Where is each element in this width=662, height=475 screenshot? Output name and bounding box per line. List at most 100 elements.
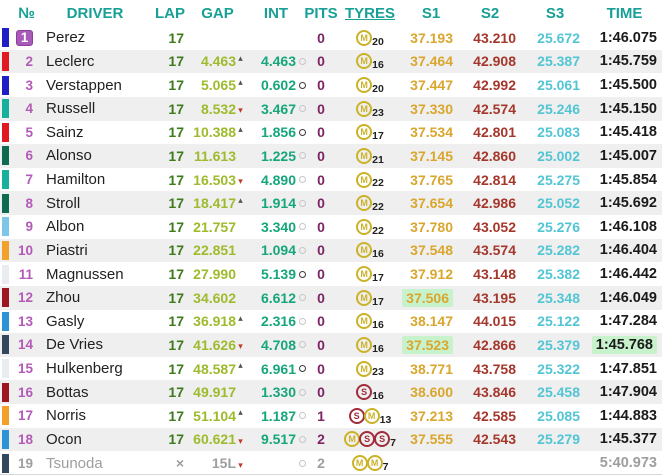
sector1-time: 37.654	[410, 195, 453, 212]
lap-time: 1:45.500	[599, 77, 657, 94]
tyre-medium-icon: M	[356, 147, 373, 164]
lap-count: 17	[168, 29, 184, 46]
team-color-bar	[2, 311, 9, 331]
interval-indicator-icon	[299, 388, 306, 396]
driver-row[interactable]: 1 Perez 17 0 M 20 37.193 43.210 25.672 1:…	[0, 26, 662, 50]
tyre-history: M 16	[335, 239, 405, 263]
driver-row[interactable]: 15 Hulkenberg 17 48.587 ▴ 6.961 0 M 23 38.…	[0, 356, 662, 381]
pit-count: 0	[317, 242, 325, 259]
driver-row[interactable]: 5 Sainz 17 10.388 ▴ 1.856 0 M 17 37.534 42…	[0, 120, 662, 145]
tyre-history: M 22	[335, 168, 405, 192]
interval-indicator-icon	[299, 459, 306, 467]
pit-count: 2	[317, 431, 325, 448]
position-number: 7	[25, 172, 33, 188]
lap-count: 17	[168, 218, 184, 235]
pit-count: 0	[317, 77, 325, 94]
position-number: 10	[17, 242, 33, 258]
interval-indicator-icon	[299, 365, 306, 373]
driver-name: De Vries	[46, 336, 103, 354]
sector2-time: 42.574	[473, 100, 516, 117]
tyre-lap-count: 22	[372, 201, 384, 213]
pit-count: 0	[317, 171, 325, 188]
driver-row[interactable]: 9 Albon 17 21.757 3.340 0 M 22 37.780 43.…	[0, 215, 662, 239]
driver-row[interactable]: 8 Stroll 17 18.417 ▴ 1.914 0 M 22 37.654 4…	[0, 191, 662, 215]
sector2-time: 43.195	[473, 289, 516, 306]
driver-row[interactable]: 11 Magnussen 17 27.990 5.139 0 M 17 37.91…	[0, 262, 662, 286]
sector2-time: 42.992	[473, 77, 516, 94]
team-color-bar	[2, 382, 9, 402]
sector1-time: 37.145	[410, 147, 453, 164]
sector2-time: 43.846	[473, 384, 516, 401]
driver-row[interactable]: 7 Hamilton 17 16.503 ▾ 4.890 0 M 22 37.765…	[0, 167, 662, 192]
driver-name: Perez	[46, 29, 86, 47]
team-color-bar	[2, 193, 9, 213]
lap-time: 1:46.108	[599, 218, 657, 235]
lap-time: 1:45.768	[591, 335, 657, 354]
tyre-medium-icon: M	[356, 100, 373, 117]
driver-row[interactable]: 3 Verstappen 17 5.065 ▴ 0.602 0 M 20 37.44…	[0, 73, 662, 97]
interval-value: 1.225	[260, 147, 296, 164]
driver-row[interactable]: 14 De Vries 17 41.626 ▾ 4.708 0 M 16 37.52…	[0, 333, 662, 357]
gap-value: 27.990	[193, 266, 236, 283]
tyre-medium-icon: M	[366, 455, 383, 472]
driver-row[interactable]: 10 Piastri 17 22.851 1.094 0 M 16 37.548 …	[0, 238, 662, 263]
driver-row[interactable]: 17 Norris 17 51.104 ▴ 1.187 1 S M 13 37.213…	[0, 404, 662, 428]
driver-row[interactable]: 4 Russell 17 8.532 ▾ 3.467 0 M 23 37.330 4…	[0, 96, 662, 121]
driver-name: Leclerc	[46, 52, 95, 70]
table-header: № DRIVER LAP GAP INT PITS TYRES S1 S2 S3…	[0, 0, 662, 26]
tyre-lap-count: 23	[372, 366, 384, 379]
tyre-medium-icon: M	[356, 195, 373, 212]
sector3-time: 25.458	[537, 384, 580, 401]
tyre-medium-icon: M	[356, 266, 373, 283]
interval-value: 6.612	[260, 289, 296, 306]
interval-value: 3.340	[260, 218, 296, 235]
tyre-medium-icon: M	[356, 313, 373, 330]
header-interval: INT	[263, 4, 289, 22]
tyre-medium-icon: M	[356, 242, 373, 259]
driver-row[interactable]: 13 Gasly 17 36.918 ▴ 2.316 0 M 16 38.147 4…	[0, 309, 662, 334]
lap-count: 17	[168, 266, 184, 283]
driver-name: Gasly	[46, 312, 85, 330]
driver-row[interactable]: 6 Alonso 17 11.613 1.225 0 M 21 37.145 42…	[0, 144, 662, 168]
sector1-time: 37.447	[410, 77, 453, 94]
header-tyres[interactable]: TYRES	[344, 4, 395, 22]
team-color-bar	[2, 217, 9, 237]
driver-row[interactable]: 12 Zhou 17 34.602 6.612 0 M 17 37.506 43.…	[0, 285, 662, 310]
sector1-time: 38.771	[410, 360, 453, 377]
driver-row[interactable]: 16 Bottas 17 49.917 1.330 0 S 16 38.600 4…	[0, 380, 662, 404]
sector1-time: 37.780	[410, 218, 453, 235]
sector2-time: 42.585	[473, 407, 516, 424]
interval-indicator-icon	[299, 246, 306, 254]
tyre-soft-icon: S	[359, 431, 376, 448]
tyre-medium-icon: M	[356, 171, 373, 188]
interval-indicator-icon	[299, 412, 306, 420]
driver-name: Zhou	[46, 289, 81, 307]
interval-indicator-icon	[299, 199, 306, 207]
interval-indicator-icon	[299, 128, 306, 136]
sector1-time: 37.213	[410, 407, 453, 424]
interval-indicator-icon	[299, 341, 306, 349]
driver-row[interactable]: 2 Leclerc 17 4.463 ▴ 4.463 0 M 16 37.464 4…	[0, 49, 662, 74]
gap-trend-icon: ▴	[238, 360, 243, 371]
gap-value: 18.417	[193, 195, 236, 212]
header-sector1: S1	[421, 4, 441, 22]
pit-count: 0	[317, 53, 325, 70]
tyre-soft-icon: S	[374, 431, 391, 448]
sector2-time: 43.148	[473, 266, 516, 283]
gap-value: 22.851	[193, 242, 236, 259]
gap-trend-icon: ▾	[238, 459, 243, 470]
pit-count: 2	[317, 455, 325, 472]
gap-value: 5.065	[200, 77, 236, 94]
gap-value: 15L	[211, 455, 236, 472]
gap-value: 41.626	[193, 336, 236, 353]
position-number: 15	[17, 361, 33, 377]
sector2-time: 42.908	[473, 53, 516, 70]
interval-value: 3.467	[260, 100, 296, 117]
sector2-time: 43.574	[473, 242, 516, 259]
tyre-soft-icon: S	[356, 384, 373, 401]
header-lap: LAP	[155, 4, 185, 22]
interval-indicator-icon	[299, 81, 306, 89]
